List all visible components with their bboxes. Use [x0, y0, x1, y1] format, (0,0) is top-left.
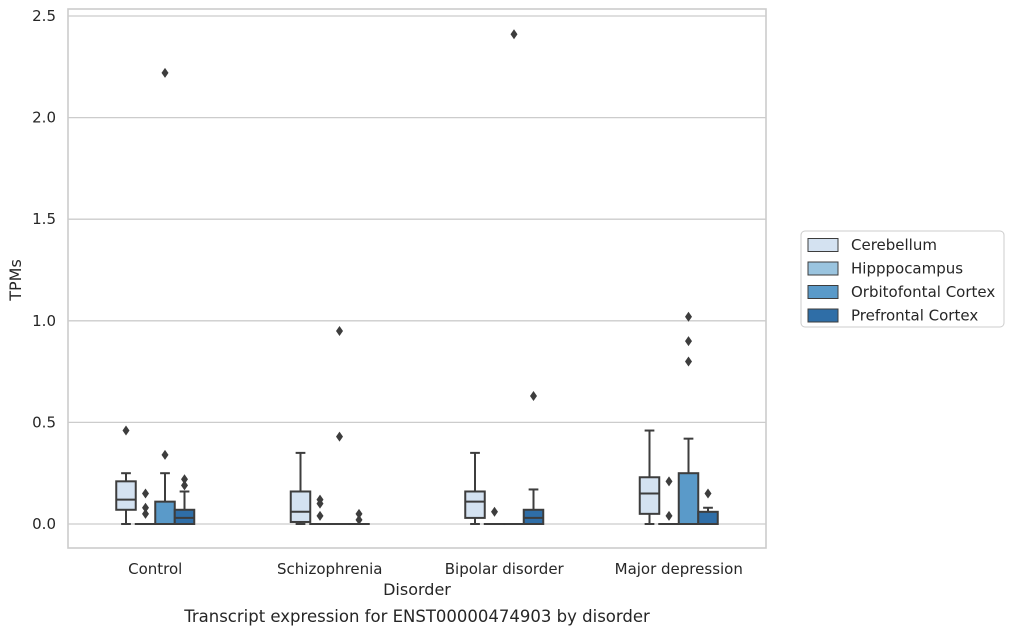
x-tick-label: Schizophrenia — [277, 560, 382, 578]
legend-swatch — [807, 261, 839, 276]
box-body — [677, 472, 700, 526]
box-3-1 — [348, 508, 370, 526]
box-body — [173, 508, 196, 526]
outlier-point — [161, 449, 169, 460]
legend-frame — [800, 230, 1005, 328]
legend-item: Orbitofontal Cortex — [807, 283, 995, 301]
legend-label: Prefrontal Cortex — [851, 307, 978, 325]
y-tick-label: 2.0 — [32, 109, 56, 127]
legend-label: Hipppocampus — [851, 260, 963, 278]
legend-label: Orbitofontal Cortex — [851, 283, 995, 301]
box-2-2 — [503, 29, 525, 526]
y-axis-title: TPMs — [6, 259, 25, 302]
box-1-3 — [658, 476, 680, 526]
x-tick-label: Control — [128, 560, 182, 578]
x-tick-labels: Control Schizophrenia Bipolar disorder Majo… — [128, 560, 743, 578]
outlier-point — [181, 480, 188, 491]
box-body — [522, 508, 545, 526]
outlier-point — [336, 325, 343, 336]
chart-caption: Transcript expression for ENST0000047490… — [183, 607, 650, 626]
outlier-point — [685, 311, 692, 322]
outlier-point — [665, 476, 673, 487]
box-0-2 — [464, 451, 486, 525]
outlier-point — [665, 510, 673, 521]
outlier-point — [530, 390, 537, 401]
legend-swatch — [807, 238, 839, 252]
box-2-3 — [677, 311, 700, 526]
plot-frame — [67, 8, 767, 549]
x-tick-label: Bipolar disorder — [445, 560, 565, 578]
box-3-0 — [173, 474, 196, 526]
outlier-point — [685, 356, 692, 367]
legend: Cerebellum Hipppocampus Orbitofontal Corte… — [800, 230, 1005, 328]
box-body — [154, 500, 176, 526]
legend-swatch — [807, 285, 839, 299]
y-tick-label: 1.5 — [32, 210, 56, 228]
y-tick-label: 0.5 — [32, 413, 56, 431]
box-2-0 — [154, 67, 176, 526]
box-0-3 — [638, 429, 661, 525]
box-groups — [115, 29, 719, 526]
outlier-point — [181, 474, 188, 485]
box-0-1 — [289, 451, 312, 525]
legend-item: Prefrontal Cortex — [807, 307, 978, 325]
outlier-point — [142, 502, 149, 513]
grid-lines — [68, 15, 766, 525]
box-2-1 — [328, 325, 351, 526]
outlier-point — [491, 506, 498, 517]
box-3-2 — [522, 390, 545, 526]
box-body — [697, 510, 719, 526]
box-1-1 — [309, 494, 331, 526]
outlier-point — [122, 425, 130, 436]
x-axis-title: Disorder — [383, 580, 451, 599]
outlier-point — [336, 431, 343, 442]
y-tick-label: 1.0 — [32, 312, 56, 330]
outlier-point — [510, 29, 518, 40]
box-body — [638, 476, 661, 515]
box-3-3 — [697, 488, 719, 526]
outlier-point — [355, 508, 363, 519]
box-0-0 — [115, 425, 137, 525]
outlier-point — [355, 514, 363, 525]
box-1-2 — [483, 506, 506, 526]
box-body — [289, 490, 312, 523]
legend-item: Hipppocampus — [807, 260, 963, 278]
box-body — [115, 480, 137, 511]
legend-label: Cerebellum — [851, 236, 937, 254]
box-body — [464, 490, 486, 519]
box-1-0 — [134, 488, 157, 526]
outlier-point — [316, 494, 324, 505]
y-tick-label: 0.0 — [32, 515, 56, 533]
x-tick-label: Major depression — [615, 560, 743, 578]
y-tick-label: 2.5 — [32, 7, 56, 25]
outlier-point — [142, 488, 149, 499]
outlier-point — [316, 510, 324, 521]
y-tick-labels: 0.0 0.5 1.0 1.5 2.0 2.5 — [32, 7, 56, 533]
outlier-point — [704, 488, 712, 499]
legend-item: Cerebellum — [807, 236, 937, 254]
outlier-point — [685, 336, 692, 347]
legend-swatch — [807, 308, 839, 323]
outlier-point — [142, 508, 149, 519]
outlier-point — [161, 67, 169, 78]
